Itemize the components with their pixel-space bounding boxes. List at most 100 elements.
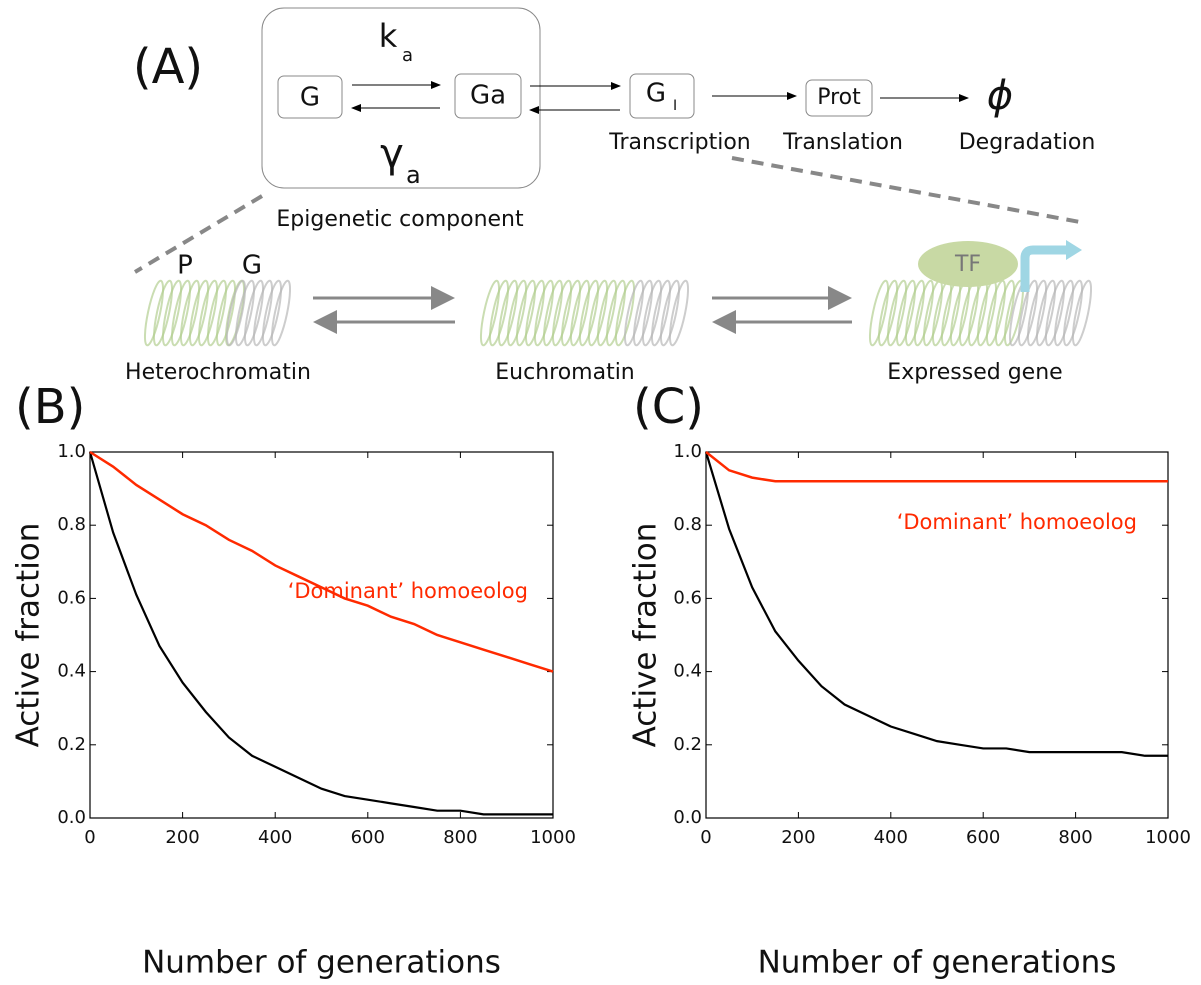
coil-loop bbox=[551, 279, 573, 347]
y-tick-label: 0.6 bbox=[57, 587, 86, 608]
node-box bbox=[454, 73, 522, 119]
panel-label: (B) bbox=[15, 379, 85, 435]
y-tick-label: 0.8 bbox=[673, 514, 702, 535]
x-tick-label: 800 bbox=[443, 827, 477, 848]
x-tick-label: 200 bbox=[781, 827, 815, 848]
tf bbox=[918, 241, 1018, 287]
epigenetic-box bbox=[261, 7, 541, 189]
data-line bbox=[89, 450, 554, 673]
node-subscript: I bbox=[673, 98, 677, 114]
coil-loop bbox=[225, 279, 247, 347]
y-tick-label: 0.0 bbox=[673, 807, 702, 828]
rate-symbol: γ bbox=[380, 131, 404, 177]
y-tick-label: 0.4 bbox=[673, 661, 702, 682]
coil-loop bbox=[913, 279, 935, 347]
plot-frame bbox=[89, 451, 554, 819]
coil-loop bbox=[497, 279, 519, 347]
coil-loop bbox=[261, 279, 283, 347]
data-line bbox=[704, 451, 1168, 757]
x-tick-label: 200 bbox=[165, 827, 199, 848]
coil-loop bbox=[143, 279, 165, 347]
y-tick-label: 0.0 bbox=[57, 807, 86, 828]
dashed-connector bbox=[731, 156, 1081, 224]
coil-loop bbox=[170, 279, 192, 347]
tf-label: TF bbox=[954, 252, 981, 277]
rate-subscript: a bbox=[402, 45, 413, 66]
coil-loop bbox=[605, 279, 627, 347]
coil-loop bbox=[488, 279, 510, 347]
coil-loop bbox=[152, 279, 174, 347]
x-tick-label: 600 bbox=[966, 827, 1000, 848]
node-label: Ga bbox=[470, 81, 506, 111]
x-tick-label: 600 bbox=[351, 827, 385, 848]
coil-loop bbox=[506, 279, 528, 347]
data-line bbox=[705, 451, 1168, 483]
coil-loop bbox=[270, 279, 292, 347]
coil-loop bbox=[641, 279, 663, 347]
coil-loop bbox=[596, 279, 618, 347]
coil-loop bbox=[234, 279, 256, 347]
coil-loop bbox=[868, 279, 890, 347]
coil-loop bbox=[650, 279, 672, 347]
x-tick-label: 0 bbox=[84, 827, 95, 848]
node-label: G bbox=[646, 79, 666, 109]
coil-loop bbox=[659, 279, 681, 347]
coil-loop bbox=[632, 279, 654, 347]
coil-loop bbox=[179, 279, 201, 347]
coil-loop bbox=[569, 279, 591, 347]
coil-loop bbox=[895, 279, 917, 347]
coil-loop bbox=[533, 279, 555, 347]
coil-loop bbox=[542, 279, 564, 347]
coil-loop bbox=[515, 279, 537, 347]
node-box bbox=[805, 79, 873, 117]
coil-loop bbox=[479, 279, 501, 347]
coil-loop bbox=[1062, 279, 1084, 347]
node-box bbox=[277, 75, 343, 119]
box-label: Epigenetic component bbox=[276, 207, 524, 232]
rate-symbol: k bbox=[379, 17, 398, 55]
step-label: Translation bbox=[782, 130, 903, 155]
coil-loop bbox=[1035, 279, 1057, 347]
state-label: Expressed gene bbox=[887, 360, 1062, 385]
y-tick-label: 0.6 bbox=[673, 587, 702, 608]
coil-loop bbox=[197, 279, 219, 347]
coil-loop bbox=[1026, 279, 1048, 347]
coil-loop bbox=[614, 279, 636, 347]
node-label: G bbox=[300, 83, 320, 113]
y-axis-title: Active fraction bbox=[628, 523, 664, 748]
panel-label: (A) bbox=[133, 39, 203, 95]
coil-loop bbox=[188, 279, 210, 347]
state-label: Euchromatin bbox=[495, 360, 635, 385]
x-tick-label: 400 bbox=[258, 827, 292, 848]
coil-loop bbox=[1053, 279, 1075, 347]
y-tick-label: 0.2 bbox=[673, 734, 702, 755]
step-label: Transcription bbox=[608, 130, 751, 155]
x-tick-label: 1000 bbox=[530, 827, 576, 848]
coil-loop bbox=[994, 279, 1016, 347]
x-axis-title: Number of generations bbox=[758, 945, 1117, 981]
x-tick-label: 800 bbox=[1058, 827, 1092, 848]
coil-loop bbox=[587, 279, 609, 347]
coil-loop bbox=[985, 279, 1007, 347]
x-axis-title: Number of generations bbox=[142, 945, 501, 981]
data-line bbox=[88, 451, 553, 816]
chromatin-label: P bbox=[177, 251, 193, 281]
node-label: Prot bbox=[817, 85, 861, 110]
x-tick-label: 0 bbox=[700, 827, 711, 848]
x-tick-label: 400 bbox=[874, 827, 908, 848]
y-tick-label: 1.0 bbox=[673, 441, 702, 462]
coil-loop bbox=[560, 279, 582, 347]
y-tick-label: 0.2 bbox=[57, 734, 86, 755]
dashed-connector bbox=[133, 194, 264, 274]
chromatin bbox=[143, 279, 1093, 347]
step-label: Degradation bbox=[959, 130, 1096, 155]
plot-frame bbox=[705, 451, 1169, 819]
y-tick-label: 1.0 bbox=[57, 441, 86, 462]
coil-loop bbox=[1044, 279, 1066, 347]
coil-loop bbox=[252, 279, 274, 347]
tss-arrowhead bbox=[1066, 240, 1082, 260]
panel-label: (C) bbox=[633, 379, 704, 435]
y-tick-label: 0.4 bbox=[57, 661, 86, 682]
coil-loop bbox=[215, 279, 237, 347]
coil-loop bbox=[1071, 279, 1093, 347]
